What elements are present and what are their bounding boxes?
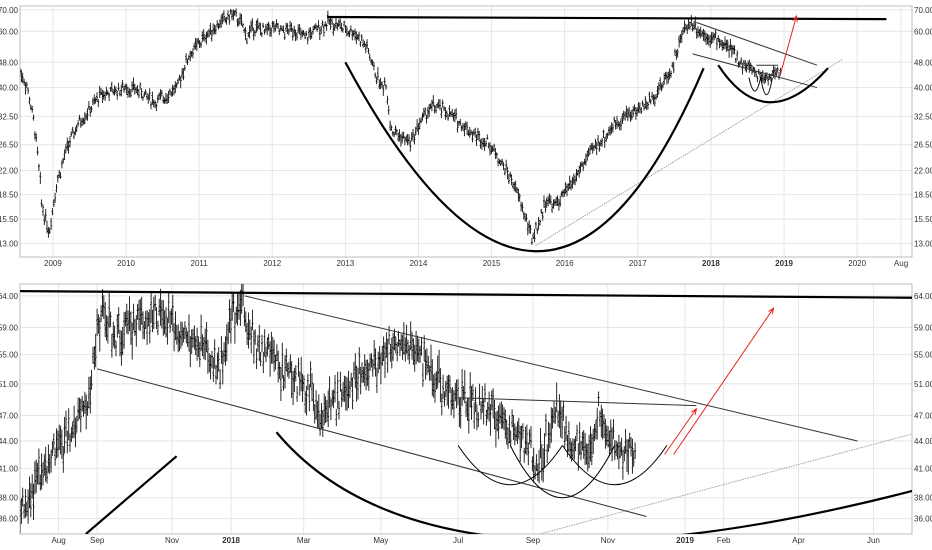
plot-frame xyxy=(19,5,913,258)
x-tick-label: 2012 xyxy=(263,259,281,268)
channel-upper-line xyxy=(244,295,858,442)
channel-lower-line xyxy=(97,368,647,517)
neckline xyxy=(458,397,697,407)
x-tick-label: 2013 xyxy=(336,259,354,268)
channel-lower-line xyxy=(692,53,818,89)
x-tick-label: 2018 xyxy=(222,536,240,545)
y-tick-label-right: 26.50 xyxy=(914,141,932,150)
target-arrow-head xyxy=(768,307,775,315)
x-tick-label: Aug xyxy=(51,536,65,545)
plot-frame xyxy=(19,283,913,535)
y-tick-label-right: 48.00 xyxy=(914,58,932,67)
y-tick-label-left: 60.00 xyxy=(0,27,19,36)
y-tick-label-left: 22.00 xyxy=(0,167,19,176)
x-tick-label: 2009 xyxy=(44,259,62,268)
y-tick-label-left: 32.50 xyxy=(0,112,19,121)
x-tick-label: 2015 xyxy=(483,259,501,268)
y-tick-label-left: 18.50 xyxy=(0,191,19,200)
x-tick-label: Aug xyxy=(894,259,908,268)
cup-arc-left-arm xyxy=(85,455,178,534)
y-tick-label-right: 41.00 xyxy=(914,464,932,473)
y-tick-label-right: 40.00 xyxy=(914,84,932,93)
resistance-line xyxy=(20,290,912,299)
y-tick-label-left: 47.00 xyxy=(0,411,19,420)
y-tick-label-left: 64.00 xyxy=(0,292,19,301)
x-tick-label: 2014 xyxy=(410,259,428,268)
small-target-arrow xyxy=(664,408,697,455)
x-tick-label: 2019 xyxy=(676,536,694,545)
mini-cup-arc xyxy=(457,445,563,485)
x-tick-label: 2018 xyxy=(702,259,720,268)
target-arrow xyxy=(779,15,797,75)
target-arrow-head xyxy=(792,14,798,23)
support-trendline xyxy=(539,433,912,534)
y-tick-label-right: 70.00 xyxy=(914,6,932,15)
top-panel-long-term-chart: 13.00 13.00 15.50 15.50 18.50 18.50 22.00 22.00… xyxy=(0,5,932,268)
x-tick-label: 2019 xyxy=(775,259,793,268)
x-tick-label: May xyxy=(373,536,388,545)
y-tick-label-right: 64.00 xyxy=(914,292,932,301)
x-tick-label: Apr xyxy=(792,536,805,545)
mini-cup-arc xyxy=(509,445,616,499)
x-tick-label: 2010 xyxy=(117,259,135,268)
y-tick-label-left: 51.00 xyxy=(0,380,19,389)
y-tick-label-left: 55.00 xyxy=(0,351,19,360)
x-tick-label: Mar xyxy=(297,536,311,545)
mini-cup-arc xyxy=(562,445,668,485)
y-tick-label-right: 38.00 xyxy=(914,494,932,503)
y-tick-label-right: 18.50 xyxy=(914,191,932,200)
y-tick-label-left: 59.00 xyxy=(0,323,19,332)
y-tick-label-left: 36.00 xyxy=(0,515,19,524)
resistance-line xyxy=(327,15,887,21)
y-tick-label-right: 47.00 xyxy=(914,411,932,420)
y-tick-label-right: 60.00 xyxy=(914,27,932,36)
cup-arc-small xyxy=(717,64,829,104)
x-tick-label: 2017 xyxy=(629,259,647,268)
x-tick-label: 2020 xyxy=(848,259,866,268)
x-tick-label: Sep xyxy=(526,536,541,545)
y-tick-label-right: 55.00 xyxy=(914,351,932,360)
x-tick-label: Nov xyxy=(601,536,615,545)
mini-cup-arc xyxy=(748,77,762,92)
ohlc-bar xyxy=(20,284,637,534)
y-tick-label-left: 38.00 xyxy=(0,494,19,503)
plot-area xyxy=(20,284,912,534)
y-tick-label-right: 13.00 xyxy=(914,240,932,249)
price-bars xyxy=(20,8,782,245)
ohlc-bar xyxy=(20,8,782,245)
y-tick-label-left: 40.00 xyxy=(0,84,19,93)
cup-arc xyxy=(275,431,912,534)
y-tick-label-right: 44.00 xyxy=(914,437,932,446)
small-target-arrow-head xyxy=(691,407,698,415)
x-tick-label: Sep xyxy=(90,536,105,545)
y-tick-label-right: 36.00 xyxy=(914,515,932,524)
x-tick-label: 2016 xyxy=(556,259,574,268)
y-tick-label-right: 51.00 xyxy=(914,380,932,389)
y-tick-label-left: 41.00 xyxy=(0,464,19,473)
mini-cup-arc xyxy=(760,77,773,96)
channel-upper-line xyxy=(696,21,818,66)
x-tick-label: Jun xyxy=(867,536,880,545)
x-tick-label: 2011 xyxy=(191,259,209,268)
y-tick-label-right: 32.50 xyxy=(914,112,932,121)
y-tick-label-left: 48.00 xyxy=(0,58,19,67)
y-tick-label-left: 26.50 xyxy=(0,141,19,150)
y-tick-label-left: 70.00 xyxy=(0,6,19,15)
y-tick-label-left: 15.50 xyxy=(0,215,19,224)
y-tick-label-right: 15.50 xyxy=(914,215,932,224)
bottom-panel-short-term-chart: 36.00 36.00 38.00 38.00 41.00 41.00 44.00 44.00… xyxy=(0,283,932,545)
x-tick-label: Nov xyxy=(165,536,179,545)
cup-arc-large xyxy=(344,61,705,253)
y-tick-label-right: 22.00 xyxy=(914,167,932,176)
x-tick-label: Jul xyxy=(453,536,463,545)
y-tick-label-left: 44.00 xyxy=(0,437,19,446)
price-bars xyxy=(20,284,637,534)
target-arrow xyxy=(673,307,774,455)
y-tick-label-right: 59.00 xyxy=(914,323,932,332)
y-tick-label-left: 13.00 xyxy=(0,240,19,249)
x-tick-label: Feb xyxy=(717,536,731,545)
plot-area xyxy=(20,8,887,253)
